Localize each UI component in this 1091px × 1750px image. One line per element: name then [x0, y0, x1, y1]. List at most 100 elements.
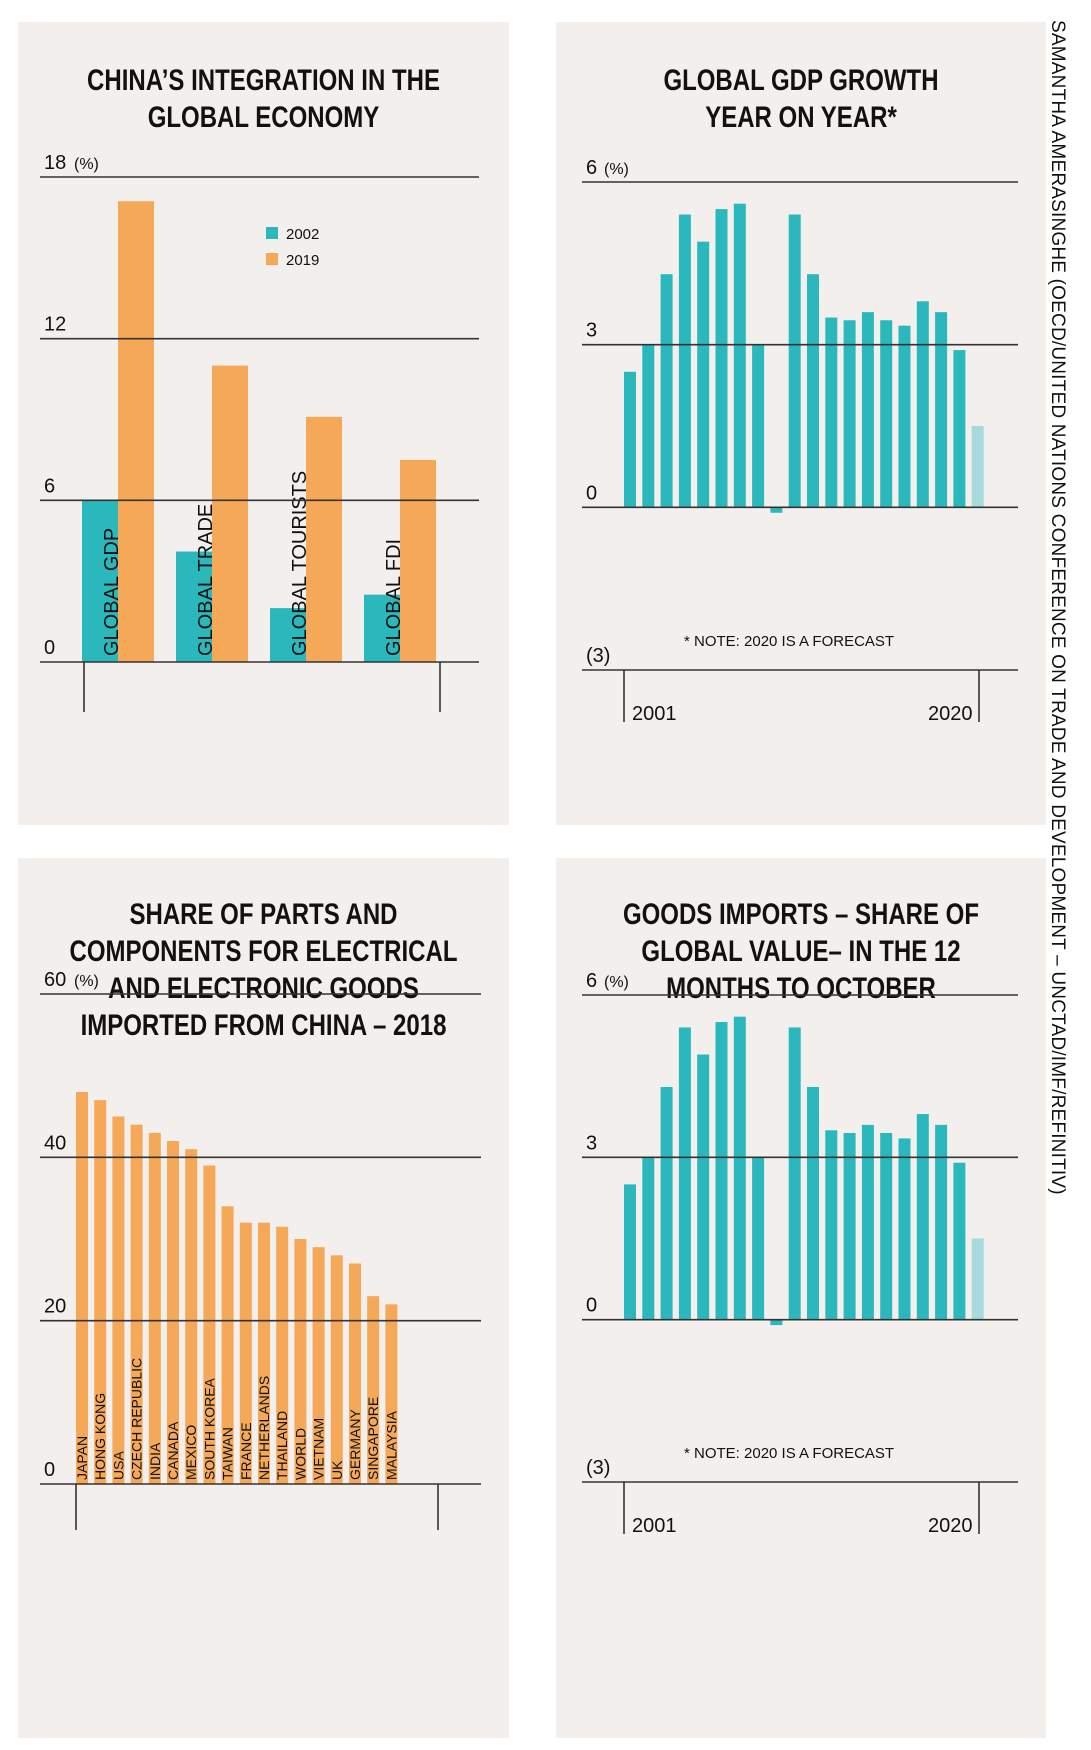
legend-swatch: [266, 227, 278, 239]
bar-year: [971, 426, 984, 508]
bar-year: [678, 214, 691, 508]
bar-country: [112, 1116, 125, 1484]
bar-year: [825, 1130, 838, 1320]
bar-country: [367, 1296, 380, 1484]
bar-country: [167, 1141, 179, 1484]
category-label: TAIWAN: [220, 1427, 236, 1480]
bar-year: [770, 507, 783, 513]
bar-year: [733, 203, 746, 508]
y-tick-label: 18: [44, 152, 66, 174]
category-label: USA: [110, 1451, 126, 1480]
bar-country: [276, 1226, 289, 1484]
category-label: MALAYSIA: [383, 1410, 399, 1480]
bar-2019: [118, 201, 154, 662]
title-line: GLOBAL GDP GROWTH: [663, 64, 939, 97]
y-tick-label: 12: [44, 314, 66, 336]
y-tick-label: 3: [586, 320, 597, 342]
category-label: GLOBAL TRADE: [195, 504, 217, 656]
forecast-note: * NOTE: 2020 IS A FORECAST: [684, 633, 894, 650]
bar-year: [697, 1054, 710, 1320]
title-line: AND ELECTRONIC GOODS: [108, 972, 419, 1005]
category-label: SOUTH KOREA: [201, 1377, 217, 1480]
y-tick-label: 6: [586, 970, 597, 992]
bar-year: [898, 325, 911, 508]
title-line: CHINA’S INTEGRATION IN THE: [87, 64, 440, 97]
bar-year: [807, 274, 819, 508]
bar-year: [898, 1138, 911, 1320]
chart-title: GOODS IMPORTS – SHARE OF GLOBAL VALUE– I…: [605, 896, 997, 1007]
category-label: VIETNAM: [311, 1418, 327, 1480]
bar-year: [788, 1027, 801, 1320]
bar-year: [843, 320, 856, 508]
bar-year: [935, 312, 948, 508]
bar-country: [130, 1124, 143, 1484]
y-tick-label: (3): [586, 1457, 610, 1479]
category-label: HONG KONG: [92, 1393, 108, 1480]
category-label: JAPAN: [74, 1436, 90, 1480]
category-label: NETHERLANDS: [256, 1376, 272, 1480]
bar-year: [953, 1162, 966, 1320]
bar-country: [330, 1255, 343, 1484]
legend-label: 2019: [286, 252, 319, 269]
panel-goods-imports-share: GOODS IMPORTS – SHARE OF GLOBAL VALUE– I…: [556, 858, 1046, 1738]
category-label: SINGAPORE: [365, 1397, 381, 1480]
bar-year: [770, 1319, 783, 1326]
bar-2002: [270, 608, 306, 662]
bar-2019: [400, 459, 436, 662]
bar-year: [953, 350, 966, 508]
bar-year: [916, 1114, 929, 1320]
unit-label: (%): [604, 974, 629, 991]
bar-2002: [82, 500, 118, 662]
bar-2019: [306, 416, 342, 662]
bar-year: [843, 1132, 856, 1320]
y-tick-label: 0: [586, 482, 597, 504]
chart-title: CHINA’S INTEGRATION IN THE GLOBAL ECONOM…: [67, 62, 460, 136]
legend-swatch: [266, 253, 278, 265]
forecast-note: * NOTE: 2020 IS A FORECAST: [684, 1445, 894, 1462]
bar-country: [94, 1100, 107, 1484]
bar-country: [239, 1222, 252, 1484]
title-line: YEAR ON YEAR*: [705, 101, 897, 134]
bar-year: [880, 1132, 893, 1320]
title-line: GLOBAL VALUE– IN THE 12: [641, 935, 961, 968]
category-label: INDIA: [147, 1442, 163, 1480]
bar-year: [715, 209, 728, 508]
category-label: GERMANY: [347, 1409, 363, 1480]
bar-year: [624, 371, 636, 508]
bar-country: [203, 1165, 216, 1484]
y-tick-label: 6: [44, 475, 55, 497]
category-label: GLOBAL GDP: [101, 528, 123, 656]
y-tick-label: 20: [44, 1296, 66, 1318]
unit-label: (%): [604, 161, 629, 178]
category-label: GLOBAL FDI: [383, 539, 405, 656]
bar-year: [715, 1022, 728, 1320]
y-tick-label: 40: [44, 1132, 66, 1154]
title-line: SHARE OF PARTS AND: [129, 898, 398, 931]
x-tick-label: 2020: [928, 703, 973, 725]
bar-country: [349, 1263, 361, 1484]
legend-label: 2002: [286, 226, 319, 243]
x-tick-label: 2020: [928, 1515, 973, 1537]
y-tick-label: (3): [586, 645, 610, 667]
unit-label: (%): [74, 156, 99, 173]
bar-year: [624, 1184, 636, 1320]
title-line: GLOBAL ECONOMY: [147, 101, 380, 134]
bar-country: [76, 1092, 88, 1484]
title-line: GOODS IMPORTS – SHARE OF: [622, 898, 980, 931]
category-label: WORLD: [292, 1428, 308, 1480]
bar-year: [660, 274, 673, 508]
category-label: GLOBAL TOURISTS: [289, 471, 311, 656]
bar-year: [660, 1086, 673, 1320]
bar-year: [935, 1124, 948, 1320]
bar-year: [642, 1157, 655, 1320]
title-line: MONTHS TO OCTOBER: [666, 972, 936, 1005]
bar-2019: [212, 365, 248, 662]
x-tick-label: 2001: [632, 703, 677, 725]
panel-china-integration: CHINA’S INTEGRATION IN THE GLOBAL ECONOM…: [18, 22, 509, 825]
category-label: CANADA: [165, 1421, 181, 1480]
bar-country: [312, 1247, 325, 1484]
bar-country: [221, 1206, 234, 1484]
panel-parts-share-china: SHARE OF PARTS AND COMPONENTS FOR ELECTR…: [18, 858, 509, 1738]
chart-title: SHARE OF PARTS AND COMPONENTS FOR ELECTR…: [67, 896, 460, 1044]
bar-year: [733, 1016, 746, 1320]
